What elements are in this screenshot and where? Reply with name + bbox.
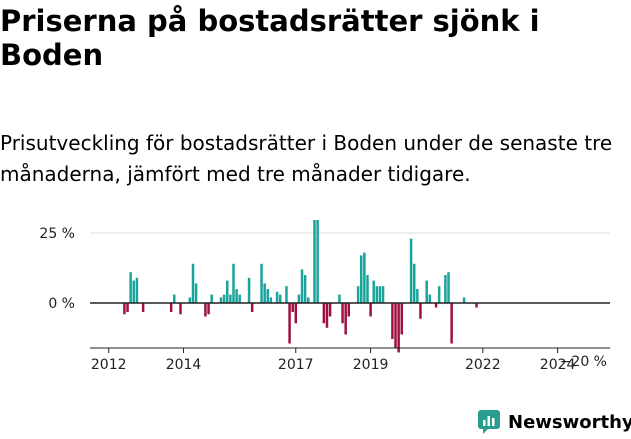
bar [475,303,478,308]
bar [412,263,416,303]
bar [328,303,332,317]
x-tick-label: 2012 [91,357,127,373]
bar [141,303,145,312]
newsworthy-logo-icon [478,410,500,434]
bar [341,303,344,324]
bar [235,289,238,303]
bar [375,286,379,303]
bar [416,289,419,303]
bar [194,283,198,303]
y-tick-label: 25 % [39,226,75,242]
bar [397,303,400,353]
bar [210,294,213,303]
bar [179,303,182,315]
bar [238,294,241,303]
bar [250,303,254,312]
bar [132,280,136,303]
chart-title: Priserna på bostadsrätter sjönk i Boden [0,4,540,72]
chart-subtitle: Prisutveckling för bostadsrätter i Boden… [0,131,613,186]
bar [428,294,432,303]
bar [372,280,375,303]
bar-chart: 25 % 0 % −20 % 2012 2014 2017 2019 2022 2024 [39,220,610,373]
bar [450,303,453,344]
bar [129,272,132,303]
bar [263,283,266,303]
bar [360,255,363,303]
bar [291,303,294,312]
bar [400,303,404,335]
bar [269,297,273,303]
bar [447,272,450,303]
bar [229,294,232,303]
bar [378,286,382,303]
bar [369,303,372,317]
bar [300,269,304,303]
bar [260,263,263,303]
bar [222,294,226,303]
bar [173,294,176,303]
bar [425,280,428,303]
bar [285,286,288,303]
brand-logo: Newsworthy [477,408,631,436]
bar [366,275,369,303]
bar [325,303,329,328]
bar [391,303,394,339]
bar [322,303,326,324]
bar [409,238,413,303]
bar [356,286,360,303]
bar [307,297,310,303]
bar [288,303,291,344]
bar [191,263,195,303]
y-tick-label: 0 % [48,296,75,312]
axis-layer: 25 % 0 % −20 % 2012 2014 2017 2019 2022 2024 [39,226,610,373]
bar [123,303,126,315]
bar [297,294,301,303]
bar [294,303,298,324]
bar [126,303,129,312]
x-tick-label: 2022 [465,357,501,373]
bar [247,277,251,303]
bar [394,303,397,348]
bar [135,277,139,303]
brand-name: Newsworthy [508,411,631,433]
bar [207,303,210,315]
x-tick-label: 2014 [166,357,202,373]
bar [444,275,447,303]
bar [338,294,341,303]
bar [226,280,229,303]
bar [434,303,438,308]
x-tick-label: 2019 [353,357,389,373]
bar [169,303,173,312]
x-tick-label: 2024 [540,357,576,373]
bar [303,275,307,303]
bar [275,291,279,303]
bar [344,303,347,335]
bar [278,294,282,303]
bar [204,303,207,317]
bar [419,303,422,319]
bar [363,252,366,303]
bar [313,220,316,303]
bar [188,297,192,303]
bar [462,297,466,303]
bar [316,220,319,303]
bar-layer [123,220,478,353]
bar [437,286,441,303]
bar [232,263,235,303]
bar [266,289,270,303]
bar [381,286,385,303]
x-tick-label: 2017 [278,357,314,373]
bar [347,303,351,317]
bar [219,297,223,303]
y-tick-label: −20 % [560,354,607,370]
